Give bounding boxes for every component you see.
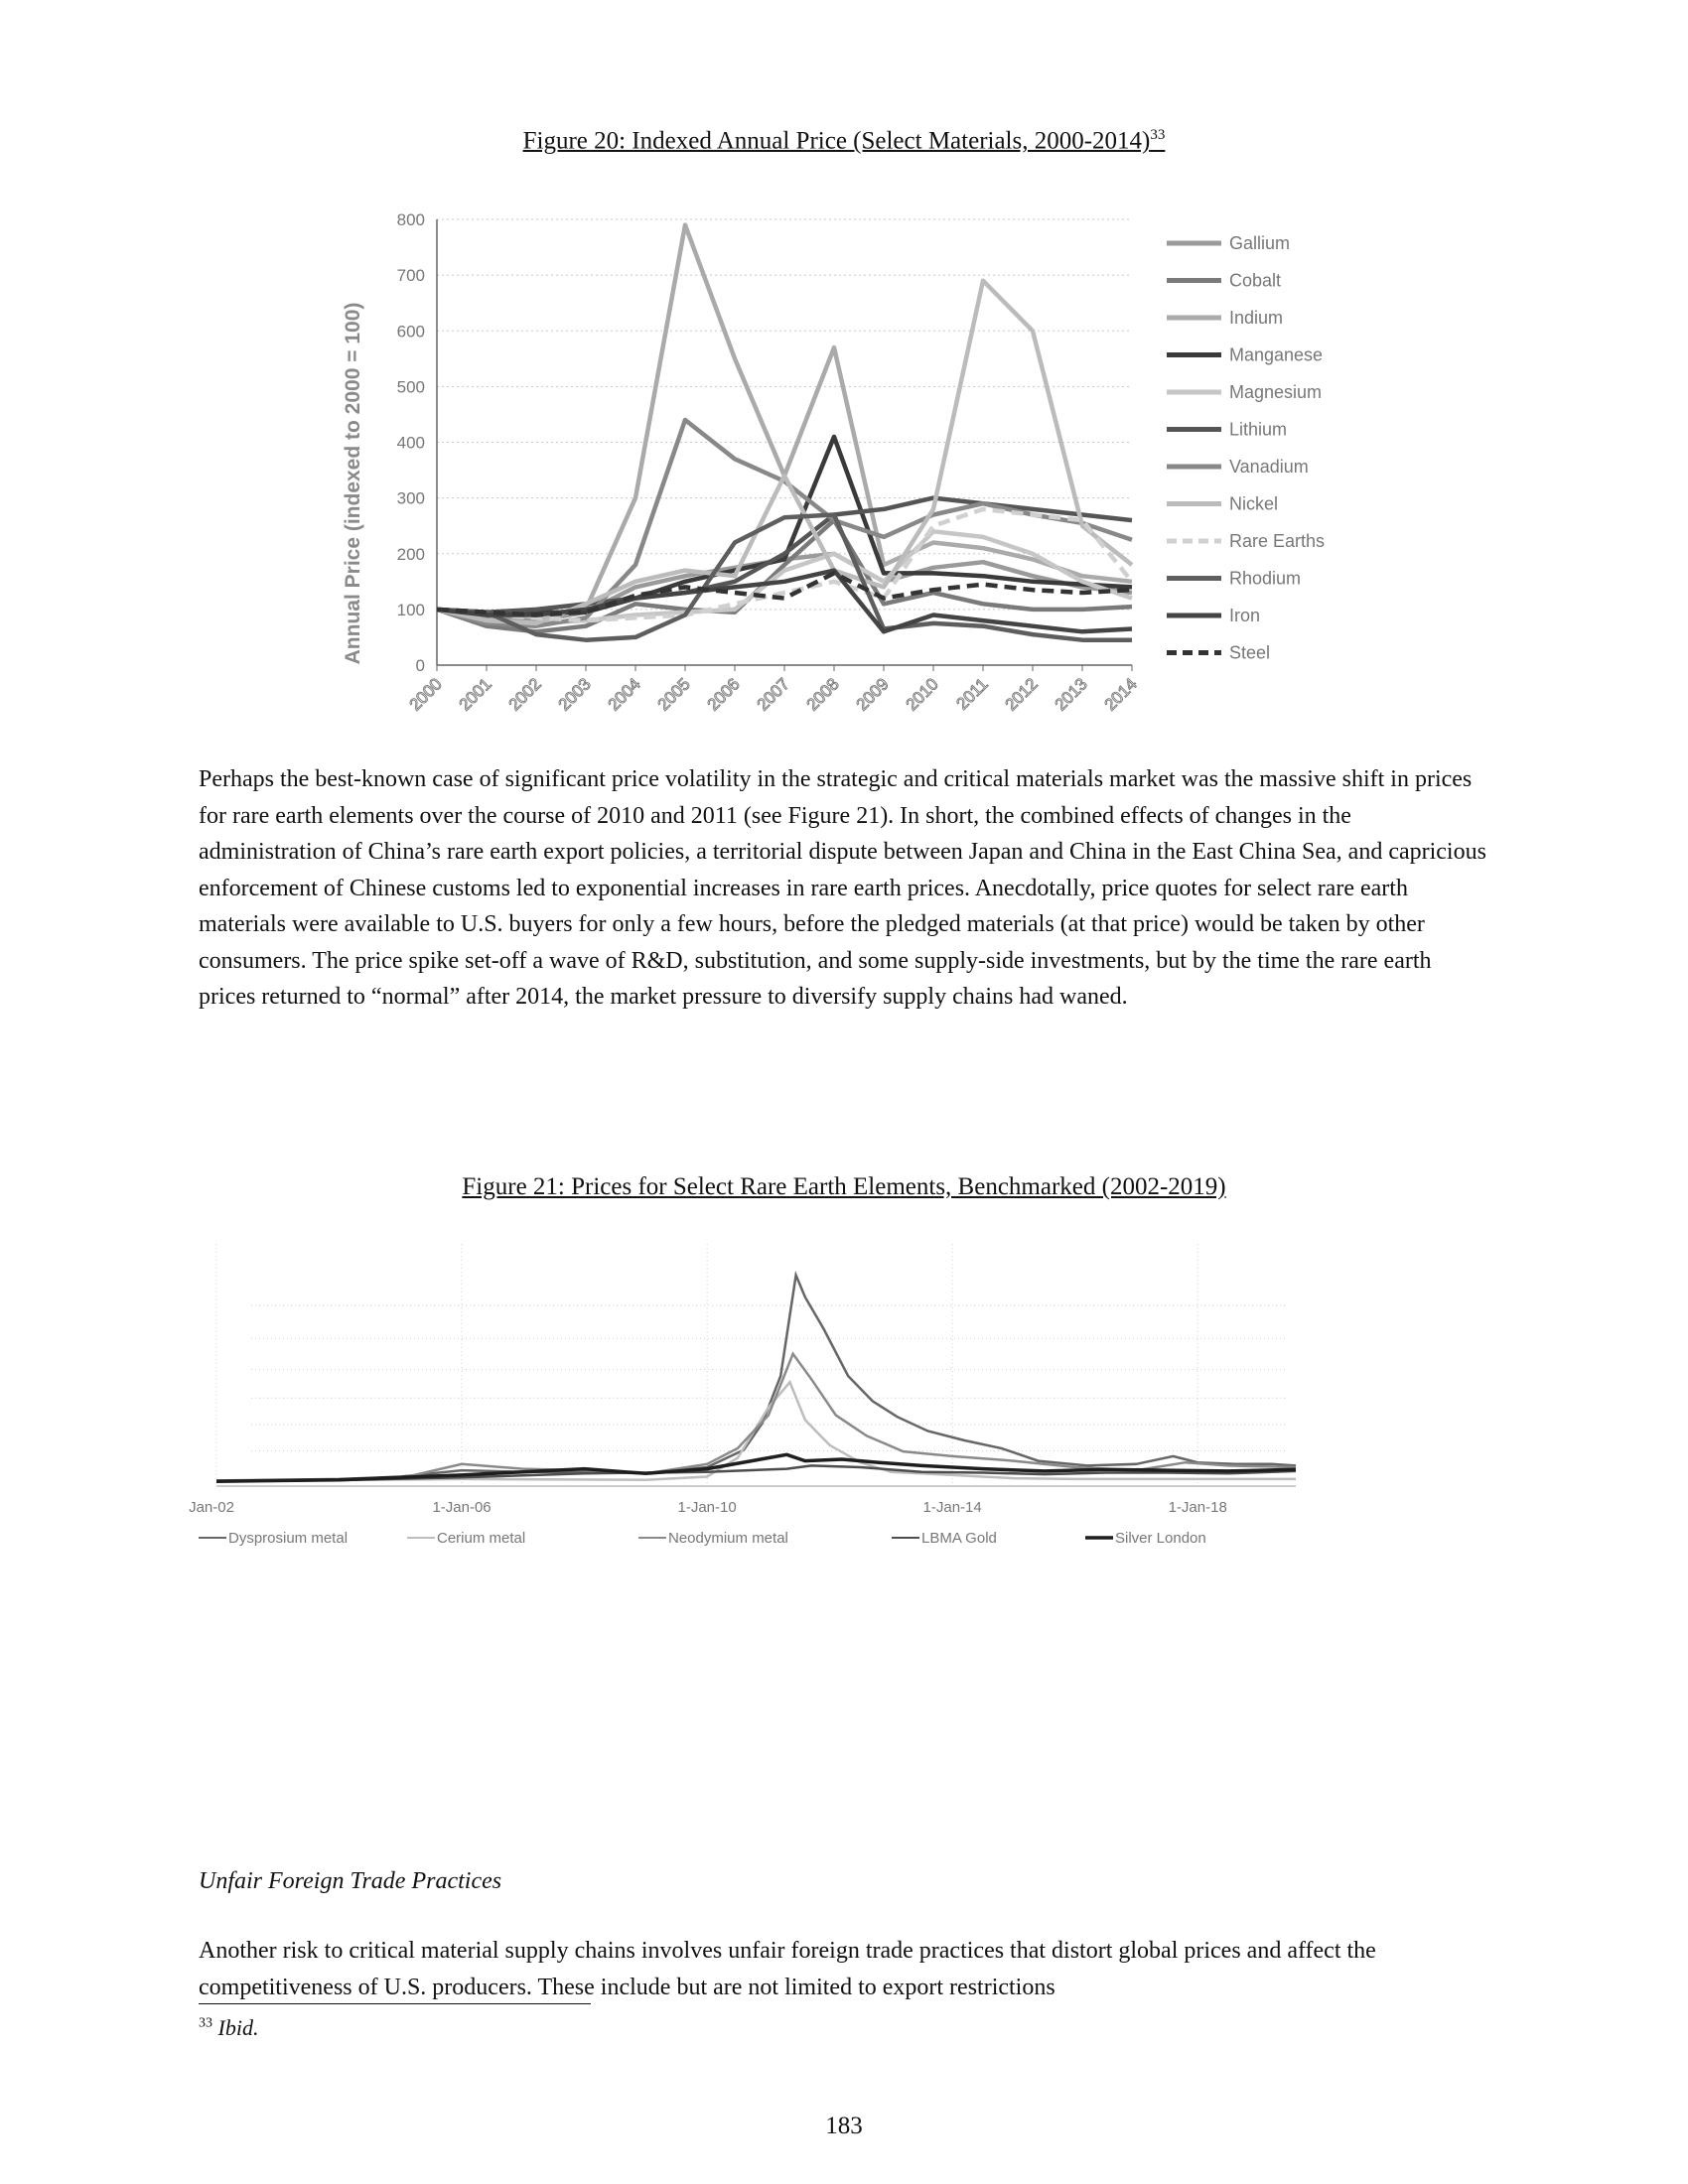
y-tick-label: 700 [397,266,425,285]
page-number: 183 [825,2113,863,2139]
x-tick-label: 2006 [704,674,744,714]
legend-label: Lithium [1229,420,1287,440]
x-tick-label: 2014 [1101,674,1141,714]
series-line-steel [436,571,1133,617]
legend-label: Manganese [1229,345,1323,365]
x-tick-label: 1-Jan-06 [432,1499,491,1516]
figure-20-chart: Annual Price (indexed to 2000 = 100) 0 10… [342,210,1325,715]
series-line-cerium-metal [215,1379,1296,1483]
series-line-vanadium [436,417,1133,628]
legend-label: Iron [1229,606,1260,625]
series-line-rare-earths [436,506,1134,623]
footnote: 33 Ibid. [199,2015,258,2041]
x-tick-label: 2012 [1002,674,1042,714]
legend-label: Magnesium [1229,382,1322,402]
legend-label: Cobalt [1229,271,1281,291]
series-line-lbma-gold [215,1464,1297,1483]
legend-label: Neodymium metal [668,1530,788,1547]
legend-label: Silver London [1115,1530,1206,1547]
y-tick-label: 500 [397,377,425,396]
x-tick-label: 2007 [754,674,793,714]
section-heading: Unfair Foreign Trade Practices [199,1868,502,1894]
legend-label: Cerium metal [437,1530,525,1547]
x-tick-label: 2002 [505,674,545,714]
legend-label: Nickel [1229,494,1278,514]
x-tick-label: 2011 [953,674,992,713]
x-tick-label: 2010 [903,674,942,714]
y-tick-label: 300 [397,489,425,508]
series-line-dysprosium-metal [215,1270,1297,1482]
series-line-rhodium [436,512,1132,642]
y-tick-label: 600 [397,322,425,341]
legend-label: Dysprosium metal [228,1530,348,1547]
x-tick-label: 2013 [1052,674,1091,714]
x-tick-label: 1-Jan-18 [1169,1499,1227,1516]
footnote-number: 33 [199,2015,212,2031]
x-tick-label: 1-Jan-10 [677,1499,736,1516]
body-paragraph-1: Perhaps the best-known case of significa… [199,766,1486,1010]
legend-label: Vanadium [1229,457,1309,477]
footnote-rule [199,2003,591,2004]
y-tick-label: 800 [397,210,425,229]
series-line-lithium [436,495,1133,614]
legend-label: Indium [1229,308,1283,328]
legend-label: Rare Earths [1229,531,1325,551]
figure-21-caption: Figure 21: Prices for Select Rare Earth … [462,1173,1226,1200]
figure-21-chart: Jan-02 1-Jan-06 1-Jan-10 1-Jan-14 1-Jan-18 D… [189,1244,1297,1547]
y-tick-label: 400 [397,434,425,453]
x-tick-label: Jan-02 [189,1499,234,1516]
x-tick-label: 2005 [654,674,694,714]
series-line-neodymium-metal [215,1351,1297,1483]
figure-20-footnote-ref: 33 [1150,127,1166,143]
series-line-cobalt [436,517,1133,634]
legend-label: LBMA Gold [921,1530,997,1547]
figure-20-caption: Figure 20: Indexed Annual Price (Select … [0,127,1688,155]
legend-label: Steel [1229,643,1270,663]
legend-label: Gallium [1229,233,1290,253]
legend-label: Rhodium [1229,569,1301,589]
y-tick-label: 200 [397,545,425,564]
y-tick-label: 0 [416,656,425,675]
x-tick-label: 2008 [803,674,843,714]
figure-20-caption-text: Figure 20: Indexed Annual Price (Select … [522,127,1151,155]
x-tick-label: 2003 [555,674,595,714]
x-tick-label: 2004 [605,674,644,714]
x-tick-label: 2009 [853,674,893,714]
body-paragraph-2: Another risk to critical material supply… [199,1938,1376,2000]
series-line-silver-london [215,1452,1297,1483]
footnote-text: Ibid. [217,2015,259,2040]
x-tick-label: 2000 [406,674,446,714]
x-tick-label: 2001 [456,674,495,714]
y-tick-label: 100 [397,601,425,619]
y-axis-label: Annual Price (indexed to 2000 = 100) [342,303,364,665]
x-tick-label: 1-Jan-14 [923,1499,982,1516]
